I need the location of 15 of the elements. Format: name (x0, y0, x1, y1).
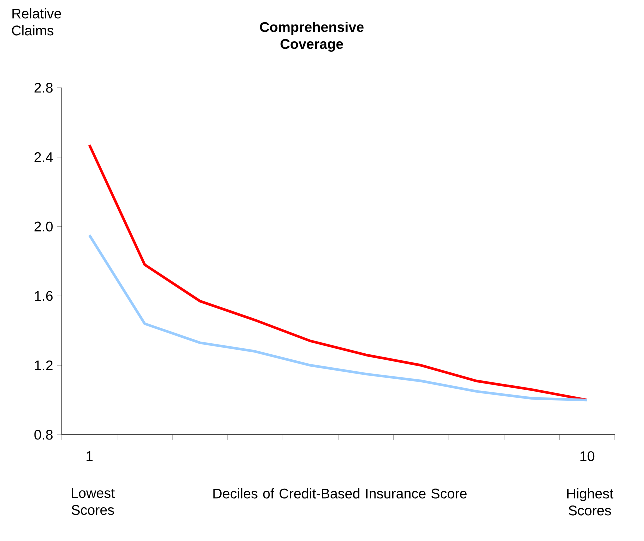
y-tick-label: 2.0 (34, 222, 53, 232)
y-tick-label: 2.4 (34, 152, 54, 162)
text: Highest Scores (567, 488, 614, 516)
y-tick-label: 0.8 (34, 430, 53, 440)
y-axis-title: Relative Claims (12, 8, 62, 36)
y-tick-label: 2.8 (34, 83, 53, 93)
text: Lowest Scores (72, 488, 115, 516)
y-tick-label: 1.6 (35, 291, 53, 302)
x-tick-label: 1 (86, 452, 93, 462)
line-series (88, 234, 589, 402)
line-series (88, 144, 589, 402)
x-axis-title: Deciles of Credit-Based Insurance Score (214, 488, 467, 499)
y-tick-label: 1.2 (35, 360, 53, 370)
chart-title: Comprehensive Coverage (260, 22, 364, 52)
x-tick-label: 10 (580, 451, 595, 462)
